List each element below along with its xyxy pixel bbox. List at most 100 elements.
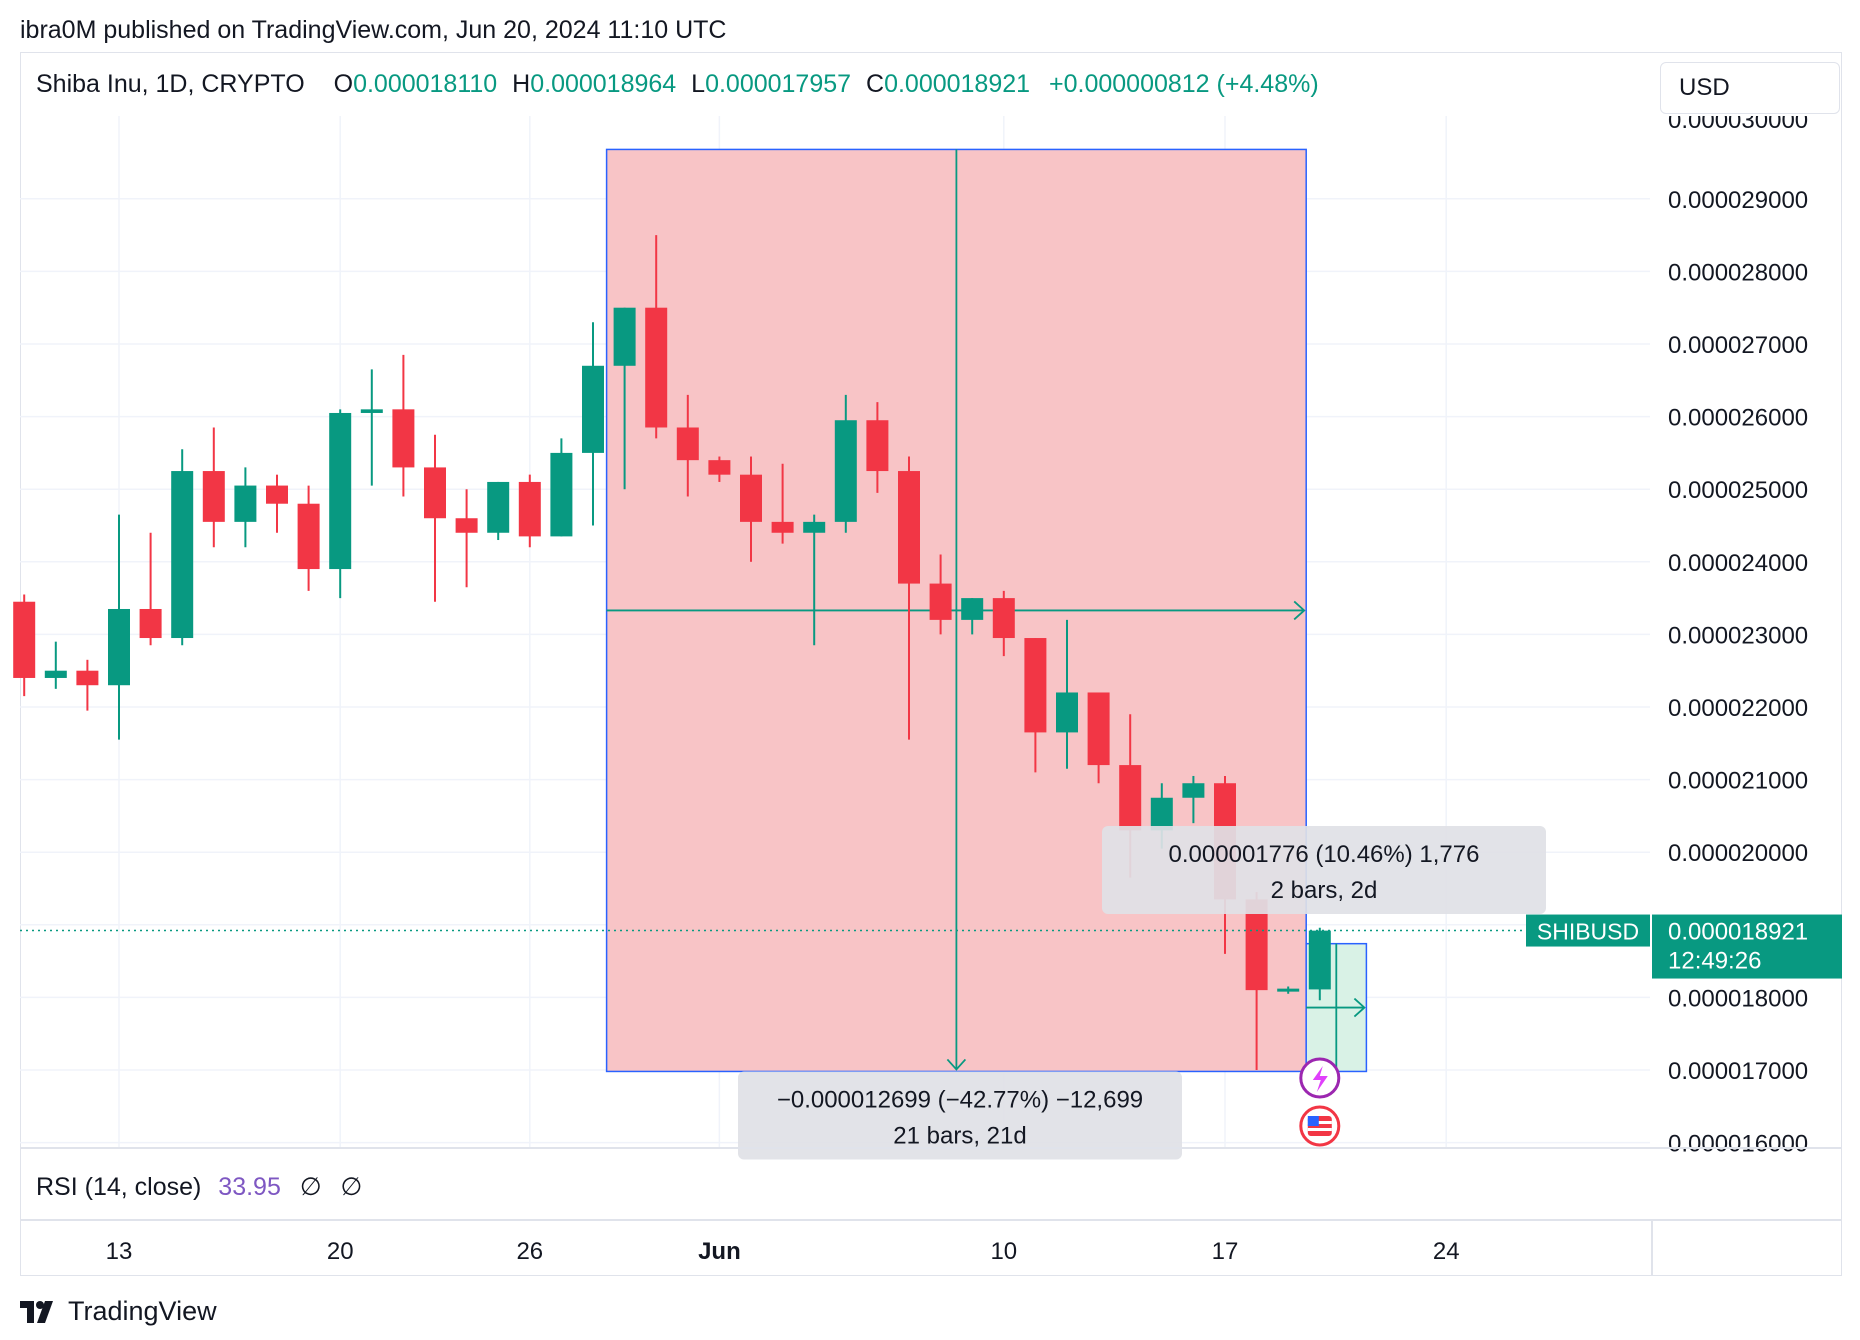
candle-body <box>708 460 731 475</box>
candle <box>329 409 352 599</box>
time-axis: 13 20 26 Jun 10 17 24 <box>106 1238 1460 1265</box>
candle-body <box>202 471 225 522</box>
price-tick-label: 0.000021000 <box>1668 768 1808 795</box>
candle <box>455 489 478 588</box>
low-value: 0.000017957 <box>705 70 852 98</box>
time-tick-label: Jun <box>698 1238 741 1265</box>
candle-body <box>455 518 478 533</box>
candle-body <box>392 409 415 468</box>
candle <box>708 456 731 482</box>
candle-body <box>1277 988 1300 992</box>
candle <box>1308 927 1331 1001</box>
open-value: 0.000018110 <box>353 70 498 98</box>
time-tick-label: 13 <box>106 1238 133 1265</box>
candle <box>771 463 794 544</box>
price-tick-label: 0.000017000 <box>1668 1058 1808 1085</box>
decline-info-box-bg <box>738 1071 1182 1160</box>
lightning-icon-bolt <box>1312 1066 1328 1092</box>
arrow-head <box>946 1058 967 1071</box>
candle-body <box>487 481 510 533</box>
candle <box>929 554 952 635</box>
candle-body <box>771 521 794 533</box>
candle <box>740 456 762 562</box>
candle-body <box>329 412 352 570</box>
arrow-head <box>1293 600 1306 621</box>
candle <box>202 427 225 548</box>
symbol-price-tag-label: SHIBUSD <box>1537 919 1639 945</box>
low-label: L <box>691 70 706 98</box>
arrow-head <box>1353 997 1366 1018</box>
decline-info-box: −0.000012699 (−42.77%) −12,699 21 bars, 2… <box>738 1071 1182 1160</box>
price-tick-label: 0.000022000 <box>1668 695 1808 722</box>
tradingview-logo-icon <box>20 1300 53 1323</box>
candle <box>866 402 889 493</box>
price-tick-label: 0.000029000 <box>1668 187 1808 214</box>
candle-body <box>929 583 952 620</box>
candle-body <box>803 521 826 533</box>
candle-body <box>613 307 636 366</box>
candle <box>234 467 257 548</box>
candle-body <box>108 608 130 686</box>
last-price-tag-bg <box>1652 914 1842 979</box>
candle-body <box>266 485 288 504</box>
candle <box>992 590 1015 657</box>
price-axis: 0.000016000 0.000017000 0.000018000 0.00002… <box>1668 116 1808 1158</box>
candle <box>424 434 446 602</box>
price-tick-label: 0.000018000 <box>1668 985 1808 1012</box>
rsi-extra-2: ∅ <box>340 1173 363 1201</box>
lightning-event-icon <box>1299 1057 1341 1099</box>
candles <box>13 235 1331 1070</box>
candle-body <box>1087 692 1110 766</box>
candle <box>139 532 162 646</box>
rebound-info-box-bg <box>1102 826 1546 914</box>
rsi-value: 33.95 <box>218 1173 281 1201</box>
candle-body <box>139 608 162 639</box>
rebound-info-box: 0.000001776 (10.46%) 1,776 2 bars, 2d <box>1102 826 1546 914</box>
candle-body <box>866 420 889 472</box>
candle <box>297 485 320 591</box>
rsi-legend: RSI (14, close) 33.95 ∅ ∅ <box>36 1172 362 1202</box>
candle-body <box>582 365 604 453</box>
candle <box>1277 986 1300 994</box>
candle-body <box>13 601 36 678</box>
bar-countdown: 12:49:26 <box>1668 948 1761 975</box>
candle <box>266 474 288 533</box>
rebound-info-box-line1: 0.000001776 (10.46%) 1,776 <box>1169 841 1480 868</box>
candle-body <box>740 474 762 522</box>
candle-body <box>1119 765 1142 831</box>
ohlc-legend: Shiba Inu, 1D, CRYPTO O0.000018110 H0.00… <box>36 70 1319 99</box>
candle <box>834 394 857 533</box>
candle <box>1182 775 1205 824</box>
candle-body <box>171 471 194 639</box>
candle-body <box>898 471 920 584</box>
candle-body <box>645 307 668 428</box>
candle <box>487 481 510 541</box>
candle-body <box>1150 797 1173 831</box>
candle <box>108 514 130 740</box>
flag-stripe-white <box>1307 1128 1332 1131</box>
candle-body <box>297 503 320 570</box>
candle <box>582 322 604 526</box>
time-tick-label: 24 <box>1433 1238 1460 1265</box>
price-tick-label: 0.000027000 <box>1668 332 1808 359</box>
tradingview-brand[interactable]: TradingView <box>20 1296 217 1327</box>
candle-body <box>1056 692 1078 733</box>
candle <box>171 449 194 646</box>
open-label: O <box>333 70 354 98</box>
candle <box>550 438 573 537</box>
candle <box>898 456 920 740</box>
decline-info-box-line2: 21 bars, 21d <box>893 1122 1026 1149</box>
close-label: C <box>866 70 885 98</box>
candle <box>518 474 541 548</box>
candle-body <box>550 452 573 537</box>
candle-body <box>424 467 446 519</box>
symbol-title[interactable]: Shiba Inu, 1D, CRYPTO <box>36 70 305 98</box>
candle-body <box>1024 638 1047 733</box>
candle-body <box>1308 930 1331 990</box>
publish-attribution: ibra0M published on TradingView.com, Jun… <box>20 16 727 44</box>
currency-button[interactable]: USD <box>1660 62 1840 114</box>
candle <box>76 659 99 711</box>
candle <box>803 514 826 646</box>
rsi-label[interactable]: RSI (14, close) <box>36 1173 202 1201</box>
